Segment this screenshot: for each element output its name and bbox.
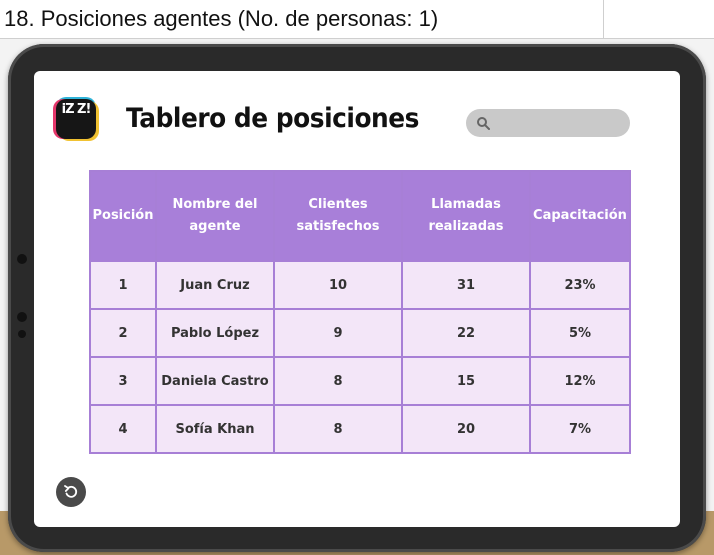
logo-text: iZ Z! (61, 102, 92, 117)
tablet-screen: iZ Z! Tablero de posiciones Posición Nom… (34, 71, 680, 527)
table-row: 3 Daniela Castro 8 15 12% (89, 356, 631, 406)
cell-training: 5% (529, 308, 631, 358)
tablet-sensor-dot (17, 312, 27, 322)
cell-agent-name: Sofía Khan (155, 404, 275, 454)
cell-position: 4 (89, 404, 157, 454)
tablet-sensor-dot (18, 330, 26, 338)
column-header-agent-name: Nombre del agente (155, 170, 275, 262)
table-header-row: Posición Nombre del agente Clientes sati… (89, 170, 631, 262)
cell-position: 1 (89, 260, 157, 310)
spreadsheet-cell[interactable]: 18. Posiciones agentes (No. de personas:… (0, 0, 604, 38)
spreadsheet-row: 18. Posiciones agentes (No. de personas:… (0, 0, 714, 39)
cell-agent-name: Daniela Castro (155, 356, 275, 406)
column-header-calls-made: Llamadas realizadas (401, 170, 531, 262)
cell-position: 2 (89, 308, 157, 358)
search-icon (477, 117, 490, 130)
column-header-position: Posición (89, 170, 157, 262)
cell-calls-made: 15 (401, 356, 531, 406)
cell-training: 23% (529, 260, 631, 310)
cell-satisfied-clients: 8 (273, 356, 403, 406)
back-button[interactable] (56, 477, 86, 507)
cell-calls-made: 22 (401, 308, 531, 358)
cell-training: 12% (529, 356, 631, 406)
search-input[interactable] (496, 113, 624, 135)
cell-calls-made: 20 (401, 404, 531, 454)
tablet-camera-dot (17, 254, 27, 264)
undo-arrow-icon (64, 485, 78, 498)
leaderboard-table: Posición Nombre del agente Clientes sati… (89, 170, 631, 454)
table-row: 4 Sofía Khan 8 20 7% (89, 404, 631, 454)
cell-satisfied-clients: 8 (273, 404, 403, 454)
search-bar[interactable] (466, 109, 630, 137)
column-header-satisfied-clients: Clientes satisfechos (273, 170, 403, 262)
sheet-title: 18. Posiciones agentes (No. de personas:… (4, 6, 439, 31)
cell-satisfied-clients: 9 (273, 308, 403, 358)
tablet-frame: iZ Z! Tablero de posiciones Posición Nom… (8, 44, 706, 552)
cell-calls-made: 31 (401, 260, 531, 310)
column-header-training: Capacitación (529, 170, 631, 262)
page-title: Tablero de posiciones (126, 103, 420, 134)
cell-training: 7% (529, 404, 631, 454)
table-row: 2 Pablo López 9 22 5% (89, 308, 631, 358)
cell-agent-name: Pablo López (155, 308, 275, 358)
cell-position: 3 (89, 356, 157, 406)
cell-agent-name: Juan Cruz (155, 260, 275, 310)
app-logo: iZ Z! (56, 99, 96, 139)
cell-satisfied-clients: 10 (273, 260, 403, 310)
table-row: 1 Juan Cruz 10 31 23% (89, 260, 631, 310)
